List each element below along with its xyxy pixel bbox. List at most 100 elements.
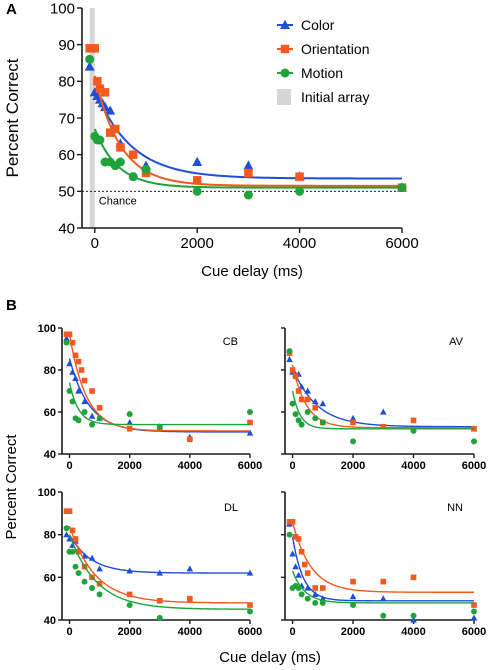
data-point-orientation (187, 595, 193, 602)
data-point-motion (81, 409, 88, 415)
data-point-motion (85, 54, 95, 64)
y-tick-label: 50 (58, 184, 75, 201)
data-point-motion (126, 602, 133, 609)
data-point-color (311, 590, 319, 597)
data-point-color (379, 595, 387, 602)
panel-title: AV (449, 336, 464, 348)
data-point-color (88, 554, 96, 561)
data-point-motion (295, 585, 302, 591)
panel-a-letter: A (6, 1, 17, 18)
data-point-motion (247, 608, 253, 615)
x-tick-label: 0 (91, 235, 99, 252)
y-tick-label: 40 (44, 615, 56, 627)
data-point-motion (95, 135, 105, 145)
x-tick-label: 4000 (178, 460, 202, 472)
panel-b-letter: B (6, 297, 17, 314)
panel-title: NN (447, 502, 463, 514)
data-point-motion (286, 531, 293, 538)
data-point-color (246, 429, 254, 436)
data-point-orientation (75, 548, 82, 555)
data-point-orientation (100, 88, 110, 97)
fit-curve-motion (68, 534, 251, 610)
fit-curve-color (68, 534, 250, 574)
data-point-orientation (69, 339, 76, 346)
chart-cb: 40 60 80 100 0 2000 4000 6000 CB (38, 323, 263, 472)
chart-nn: 0 2000 4000 6000 NN (281, 491, 486, 638)
data-point-motion (350, 602, 357, 609)
data-point-orientation (295, 536, 302, 542)
data-point-orientation (126, 591, 133, 598)
data-point-motion (471, 608, 477, 615)
data-point-orientation (304, 396, 311, 403)
initial-array-shade (89, 8, 95, 228)
data-point-motion (298, 591, 305, 598)
panel-b-xlabel: Cue delay (ms) (219, 649, 321, 666)
data-point-color (63, 531, 70, 538)
x-tick-label: 4000 (401, 626, 425, 638)
data-point-orientation (72, 536, 79, 542)
data-point-orientation (312, 404, 319, 411)
chance-label: Chance (99, 195, 137, 207)
x-axis-label: Cue delay (ms) (201, 263, 303, 280)
fit-curve-orientation (68, 334, 250, 432)
data-point-motion (96, 591, 103, 598)
data-point-motion (69, 548, 76, 555)
fit-curve-orientation (291, 364, 474, 429)
y-tick-label: 60 (58, 147, 75, 164)
data-point-orientation (304, 570, 311, 576)
data-point-motion (243, 190, 253, 200)
data-point-orientation (292, 373, 299, 380)
data-point-orientation (95, 84, 105, 93)
x-tick-label: 2000 (181, 235, 214, 252)
data-point-orientation (116, 143, 125, 152)
data-point-motion (89, 421, 96, 428)
data-point-orientation (295, 388, 302, 394)
data-point-orientation (380, 578, 387, 585)
data-point-motion (75, 417, 82, 424)
panel-b-ylabel: Percent Correct (3, 434, 20, 540)
x-tick-label: 0 (66, 460, 72, 472)
data-point-motion (319, 419, 326, 426)
data-point-orientation (298, 548, 305, 555)
chart-av: 0 2000 4000 6000 AV (281, 327, 486, 472)
y-tick-label: 80 (44, 530, 56, 542)
data-point-color (81, 398, 88, 405)
data-point-orientation (63, 331, 70, 338)
data-point-color (304, 584, 311, 591)
data-point-color (186, 565, 194, 572)
data-point-orientation (126, 425, 133, 432)
data-point-motion (319, 599, 326, 606)
data-point-orientation (78, 367, 85, 373)
data-point-motion (75, 570, 82, 577)
legend-label-initial-array: Initial array (301, 89, 369, 105)
data-point-orientation (380, 423, 387, 430)
data-point-motion (115, 157, 125, 167)
legend-label-color: Color (301, 17, 335, 33)
data-point-motion (410, 612, 417, 619)
data-point-color (63, 335, 70, 342)
data-point-color (319, 400, 327, 407)
fit-curve-color (93, 88, 402, 180)
x-tick-label: 2000 (117, 626, 141, 638)
data-point-motion (295, 417, 302, 424)
data-point-motion (81, 578, 88, 585)
fit-curve-motion (291, 390, 474, 430)
data-point-motion (295, 186, 305, 196)
data-point-motion (350, 438, 357, 445)
data-point-motion (410, 427, 417, 434)
data-point-orientation (247, 419, 253, 426)
data-point-color (66, 360, 73, 367)
data-point-orientation (63, 508, 70, 515)
data-point-orientation (75, 358, 82, 365)
data-point-orientation (187, 436, 193, 443)
data-point-motion (156, 614, 163, 621)
data-point-orientation (69, 527, 76, 534)
data-point-color (105, 105, 116, 115)
x-tick-label: 0 (289, 460, 295, 472)
data-point-orientation (289, 519, 296, 525)
y-axis-label: Percent Correct (3, 58, 22, 177)
data-point-color (75, 387, 82, 394)
data-point-color (84, 61, 95, 71)
chart-a: Chance 40 50 60 70 80 90 100 0 2000 4000 6000 Cue de… (3, 0, 419, 280)
